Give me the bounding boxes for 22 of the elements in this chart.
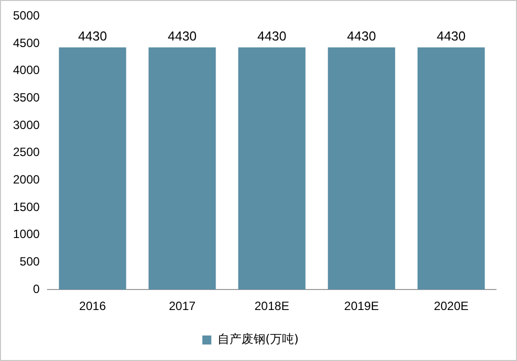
y-tick-label: 2500 [12, 145, 40, 160]
y-tick-label: 3000 [12, 118, 40, 132]
x-tick-label: 2017 [168, 299, 196, 314]
y-tick-label: 4500 [12, 36, 40, 50]
data-label: 4430 [78, 28, 107, 44]
y-tick-label: 4000 [12, 63, 40, 78]
x-tick-label: 2018E [254, 299, 290, 314]
legend-label: 自产废钢(万吨) [217, 332, 299, 346]
y-tick-label: 5000 [12, 8, 40, 23]
y-tick-label: 2000 [12, 172, 40, 187]
y-tick-label: 500 [20, 254, 40, 269]
y-tick-label: 1500 [12, 200, 40, 214]
data-label: 4430 [436, 28, 466, 44]
x-tick-label: 2016 [79, 299, 106, 314]
data-label: 4430 [168, 28, 197, 44]
y-tick-label: 3500 [12, 90, 40, 105]
x-tick-label: 2019E [344, 299, 379, 314]
y-tick-label: 1000 [12, 227, 40, 242]
data-label: 4430 [347, 28, 376, 44]
x-tick-label: 2020E [434, 299, 469, 314]
y-tick-label: 0 [33, 282, 40, 296]
data-label: 4430 [257, 28, 286, 44]
